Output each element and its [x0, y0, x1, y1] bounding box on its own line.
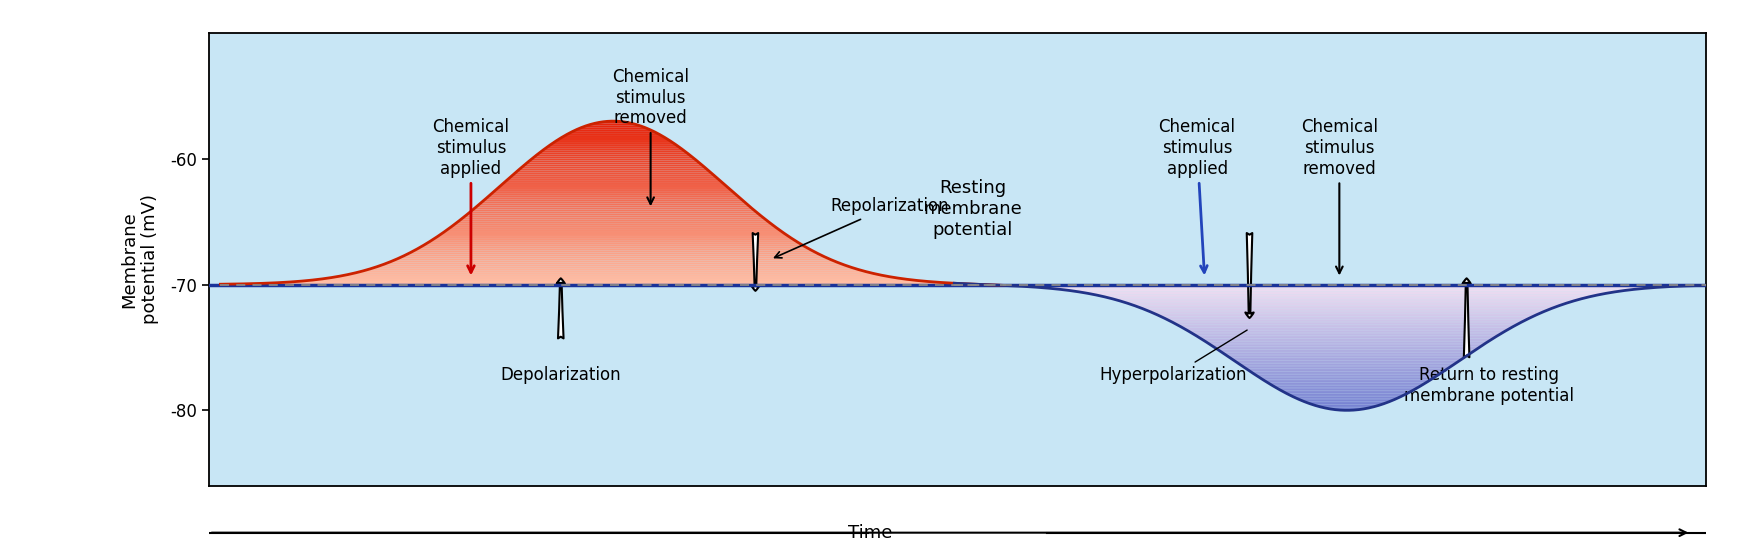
Text: Depolarization: Depolarization [500, 367, 622, 384]
Text: Hyperpolarization: Hyperpolarization [1100, 330, 1247, 384]
Text: Resting
membrane
potential: Resting membrane potential [923, 179, 1022, 239]
Text: Chemical
stimulus
applied: Chemical stimulus applied [432, 118, 510, 273]
Text: Chemical
stimulus
removed: Chemical stimulus removed [1301, 118, 1377, 273]
Text: Time: Time [848, 524, 893, 542]
Text: Chemical
stimulus
removed: Chemical stimulus removed [613, 68, 689, 204]
Text: Repolarization: Repolarization [775, 198, 949, 258]
Text: Return to resting
membrane potential: Return to resting membrane potential [1403, 367, 1574, 405]
Y-axis label: Membrane
potential (mV): Membrane potential (mV) [120, 194, 158, 325]
Text: Chemical
stimulus
applied: Chemical stimulus applied [1158, 118, 1236, 273]
